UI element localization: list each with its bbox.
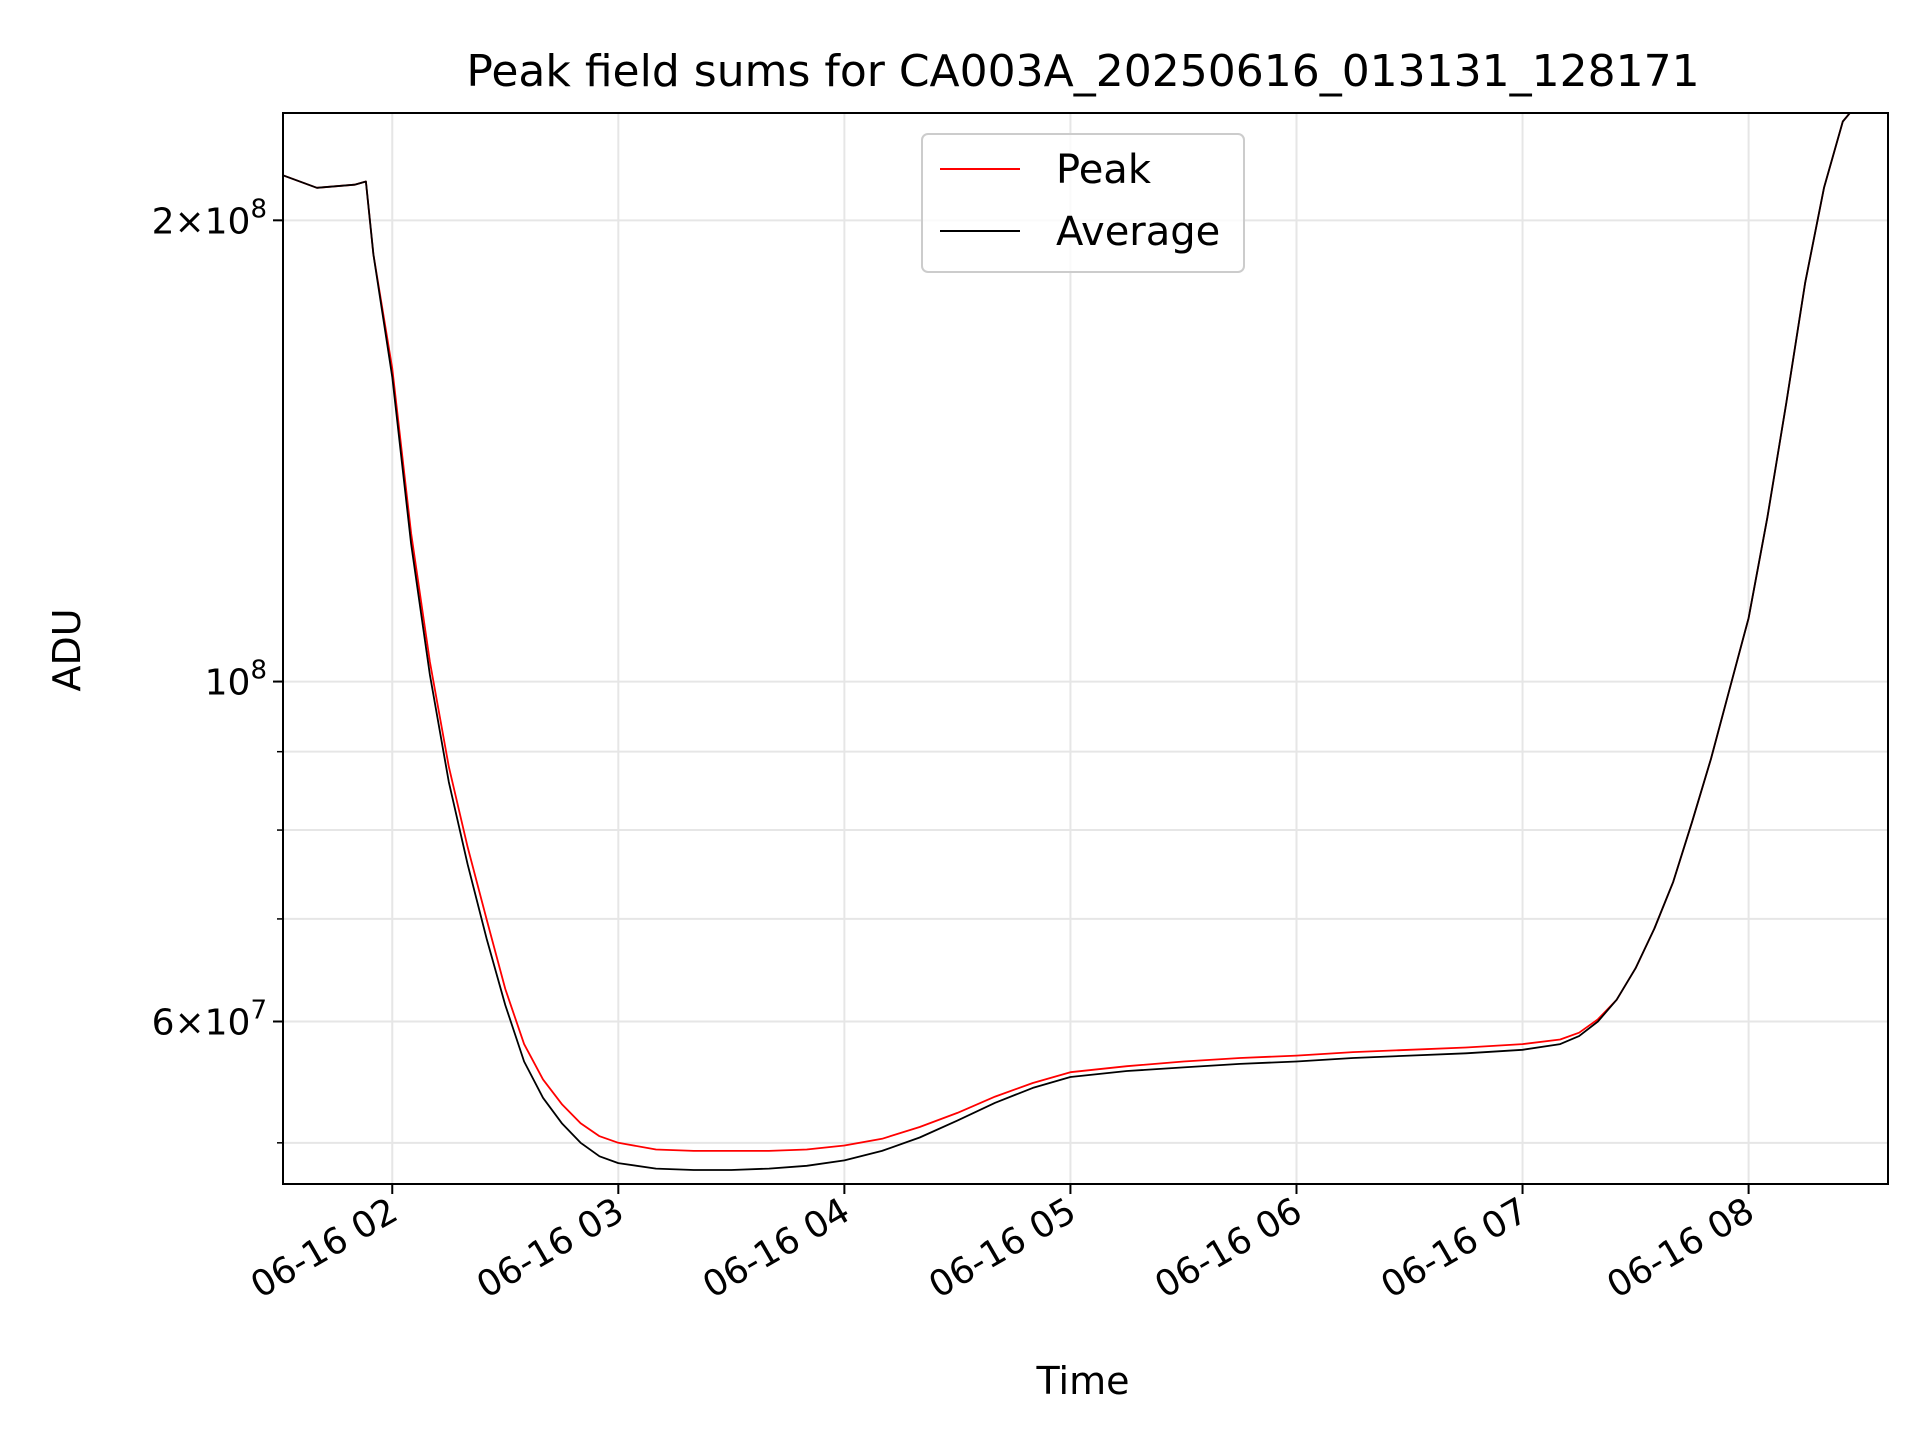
series-line-average (283, 113, 1852, 1171)
y-tick-label: 2×108 (152, 194, 267, 242)
y-tick-label: 6×107 (152, 995, 267, 1043)
plot-frame (282, 112, 1889, 1185)
chart-title: Peak field sums for CA003A_20250616_0131… (466, 46, 1699, 97)
y-axis-label: ADU (45, 608, 89, 691)
legend-label-average: Average (1056, 209, 1220, 255)
x-axis-label: Time (1036, 1359, 1130, 1403)
y-axis: 2×108 108 6×107 (152, 194, 283, 1144)
legend: Peak Average (921, 133, 1245, 273)
legend-label-peak: Peak (1056, 147, 1152, 193)
y-tick-label: 108 (205, 656, 267, 704)
series-layer (283, 113, 1852, 1171)
